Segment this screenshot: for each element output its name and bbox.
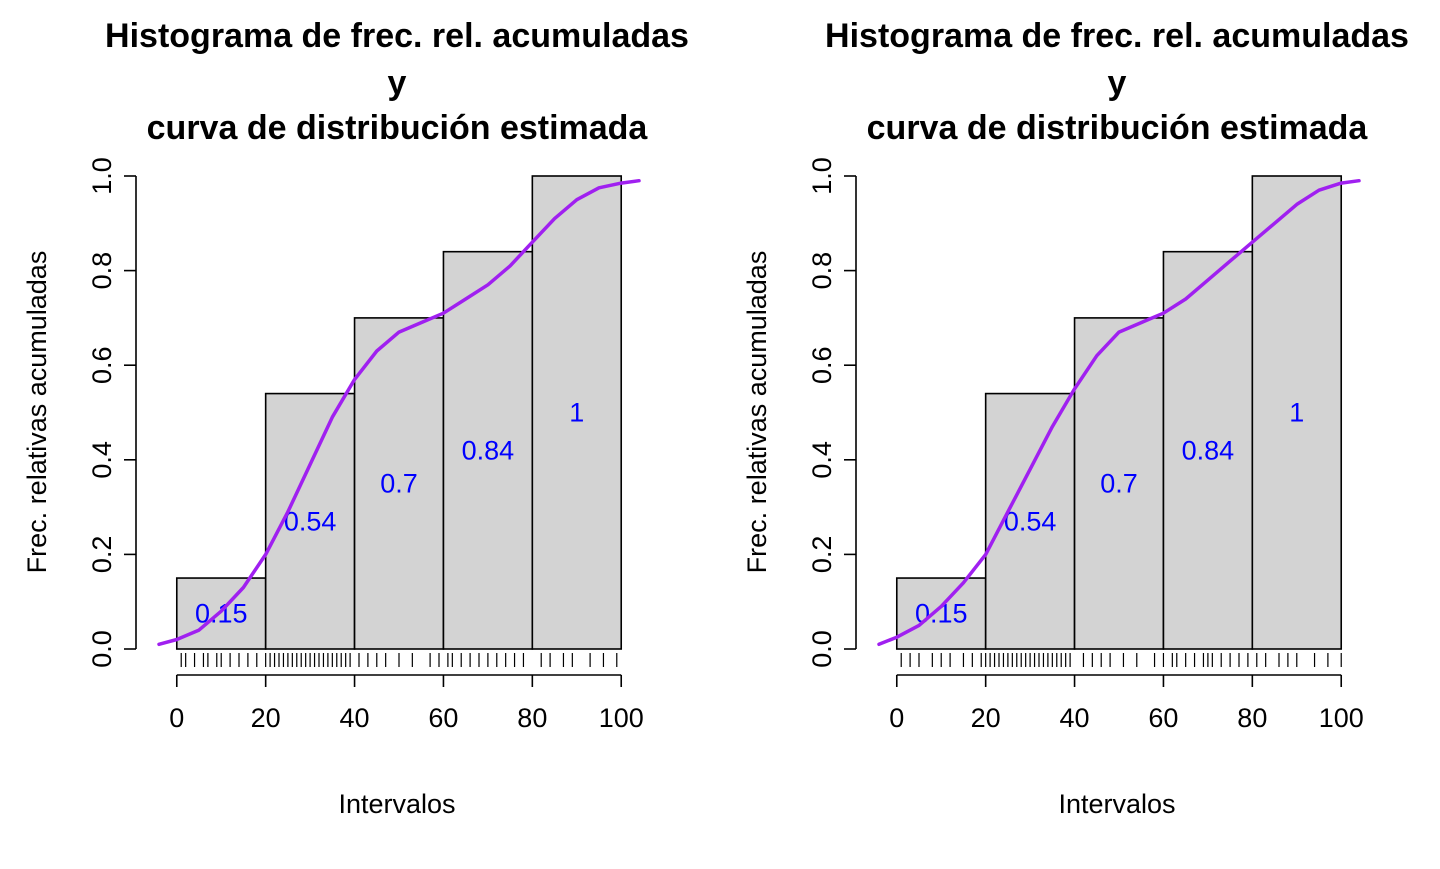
distribution-curve <box>157 178 641 647</box>
x-tick-label: 100 <box>1319 703 1364 733</box>
bar-value-label: 0.54 <box>284 506 337 536</box>
y-tick-label: 0.0 <box>87 630 117 668</box>
x-tick-label: 40 <box>1060 703 1090 733</box>
x-tick-label: 0 <box>169 703 184 733</box>
histogram-bar <box>442 250 534 650</box>
y-axis-label: Frec. relativas acumuladas <box>22 251 52 574</box>
x-tick-label: 0 <box>889 703 904 733</box>
y-tick-label: 0.6 <box>87 346 117 384</box>
chart-title-line-2: y <box>388 64 407 102</box>
chart-title-line-3: curva de distribución estimada <box>867 109 1369 147</box>
bar-value-label: 1 <box>569 398 584 428</box>
histogram-bar <box>264 392 356 650</box>
x-tick-label: 20 <box>971 703 1001 733</box>
bar-value-label: 0.7 <box>380 468 418 498</box>
x-tick-label: 60 <box>1148 703 1178 733</box>
y-tick-label: 0.4 <box>87 441 117 479</box>
chart-title-line-2: y <box>1108 64 1127 102</box>
bar-value-label: 1 <box>1289 398 1304 428</box>
x-axis-label: Intervalos <box>1058 789 1175 819</box>
histogram-bar <box>175 577 267 650</box>
rug-marks <box>900 653 1342 667</box>
x-tick-label: 80 <box>517 703 547 733</box>
bar-value-label: 0.7 <box>1100 468 1138 498</box>
y-tick-label: 1.0 <box>807 157 837 195</box>
y-tick-label: 0.4 <box>807 441 837 479</box>
y-tick-label: 1.0 <box>87 157 117 195</box>
x-tick-label: 100 <box>599 703 644 733</box>
chart-panel-right: Histograma de frec. rel. acumuladas y curv… <box>742 17 1409 819</box>
y-tick-label: 0.8 <box>807 252 837 290</box>
y-tick-label: 0.2 <box>807 536 837 574</box>
histogram-bar <box>1162 250 1254 650</box>
bar-value-label: 0.84 <box>462 435 515 465</box>
chart-title-line-1: Histograma de frec. rel. acumuladas <box>105 17 689 55</box>
histogram-bar <box>895 577 987 650</box>
histogram-bar <box>1251 175 1343 650</box>
bar-value-label: 0.84 <box>1182 435 1235 465</box>
histogram-bar <box>984 392 1076 650</box>
bar-value-label: 0.15 <box>195 599 248 629</box>
x-tick-label: 40 <box>340 703 370 733</box>
x-tick-label: 20 <box>251 703 281 733</box>
chart-title-line-1: Histograma de frec. rel. acumuladas <box>825 17 1409 55</box>
histogram-bar <box>531 175 623 650</box>
x-tick-label: 80 <box>1237 703 1267 733</box>
y-tick-label: 0.8 <box>87 252 117 290</box>
y-tick-label: 0.6 <box>807 346 837 384</box>
distribution-curve <box>877 178 1361 647</box>
rug-marks <box>180 653 618 667</box>
bar-value-label: 0.54 <box>1004 506 1057 536</box>
x-tick-label: 60 <box>428 703 458 733</box>
y-tick-label: 0.2 <box>87 536 117 574</box>
y-tick-label: 0.0 <box>807 630 837 668</box>
chart-title-line-3: curva de distribución estimada <box>147 109 649 147</box>
y-axis-label: Frec. relativas acumuladas <box>742 251 772 574</box>
chart-panel-left: Histograma de frec. rel. acumuladas y curv… <box>22 17 689 819</box>
x-axis-label: Intervalos <box>338 789 455 819</box>
